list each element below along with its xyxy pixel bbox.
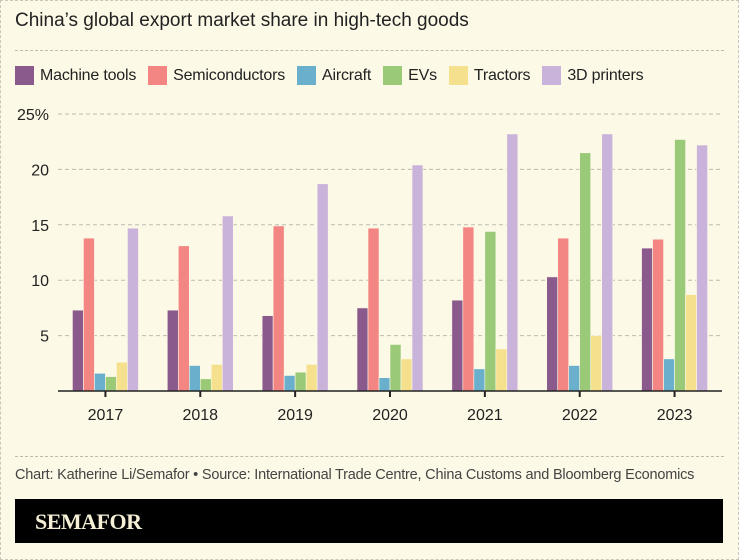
legend: Machine tools Semiconductors Aircraft EV…	[15, 66, 655, 85]
bar-aircraft-2017	[94, 372, 106, 392]
y-tick-label: 5	[40, 329, 49, 346]
bar-semiconductors-2018	[177, 245, 190, 392]
legend-label: Tractors	[473, 66, 531, 84]
bar-aircraft-2022	[568, 365, 581, 392]
legend-label: EVs	[408, 66, 437, 84]
x-tick-label: 2022	[562, 407, 598, 424]
bar-evs-2017	[105, 376, 117, 392]
bar-tractors-2021	[495, 348, 508, 392]
bar-semiconductors-2019	[272, 225, 285, 392]
bar-aircraft-2021	[473, 368, 486, 392]
legend-label: Aircraft	[322, 66, 372, 84]
x-tick-label: 2017	[88, 407, 124, 424]
bar-chart-plot: 5 10 15 20 25% 2017 2018 2019 2020 2021 2022 2023	[17, 107, 722, 424]
bar-machine-tools-2020	[356, 307, 369, 392]
bar-tractors-2018	[210, 364, 223, 392]
x-tick-label: 2018	[182, 407, 218, 424]
y-tick-label: 25%	[17, 107, 49, 124]
bar-aircraft-2018	[188, 365, 201, 392]
bar-tractors-2017	[116, 361, 128, 392]
legend-label: Machine tools	[40, 66, 137, 84]
bar-3d-printers-2017	[127, 227, 139, 392]
bar-tractors-2022	[590, 335, 603, 392]
bar-semiconductors-2017	[83, 237, 95, 392]
title-divider	[15, 50, 724, 51]
bar-machine-tools-2018	[166, 309, 179, 392]
legend-swatch	[542, 66, 562, 85]
chart-credit: Chart: Katherine Li/Semafor • Source: In…	[15, 467, 695, 483]
x-tick-label: 2021	[467, 407, 503, 424]
legend-item-evs: EVs	[383, 66, 437, 85]
bar-aircraft-2019	[283, 375, 296, 392]
brand-bar: SEMAFOR	[15, 499, 723, 543]
bar-evs-2018	[199, 378, 212, 392]
bar-3d-printers-2022	[601, 133, 614, 392]
legend-swatch	[297, 66, 317, 85]
bar-machine-tools-2017	[72, 309, 84, 392]
x-tick-label: 2020	[372, 407, 408, 424]
bar-evs-2020	[389, 344, 402, 392]
legend-label: 3D printers	[567, 66, 644, 84]
y-tick-label: 20	[31, 162, 49, 179]
legend-item-tractors: Tractors	[448, 66, 531, 85]
y-tick-label: 15	[31, 218, 49, 235]
bar-evs-2022	[579, 152, 592, 392]
bar-3d-printers-2018	[221, 215, 234, 392]
legend-item-semiconductors: Semiconductors	[148, 66, 285, 85]
bar-machine-tools-2021	[451, 299, 464, 392]
bar-semiconductors-2023	[652, 238, 664, 392]
bar-tractors-2019	[305, 364, 318, 392]
bar-3d-printers-2020	[411, 164, 424, 392]
bar-machine-tools-2023	[641, 247, 653, 392]
legend-swatch	[148, 66, 168, 85]
legend-label: Semiconductors	[173, 66, 286, 84]
bar-machine-tools-2019	[261, 315, 274, 392]
legend-swatch	[448, 66, 468, 85]
bar-tractors-2020	[400, 358, 413, 392]
legend-swatch	[383, 66, 403, 85]
bar-3d-printers-2023	[696, 144, 708, 392]
legend-item-machine-tools: Machine tools	[15, 66, 136, 85]
footer-divider	[15, 456, 724, 457]
chart-title: China’s global export market share in hi…	[15, 10, 469, 31]
bar-evs-2021	[484, 231, 497, 392]
bar-semiconductors-2021	[462, 226, 475, 392]
bar-aircraft-2020	[378, 377, 391, 392]
bar-3d-printers-2021	[506, 133, 519, 392]
x-tick-label: 2023	[657, 407, 693, 424]
legend-item-3d-printers: 3D printers	[542, 66, 644, 85]
legend-item-aircraft: Aircraft	[297, 66, 371, 85]
x-tick-label: 2019	[277, 407, 313, 424]
bar-semiconductors-2020	[367, 227, 380, 392]
y-tick-label: 10	[31, 273, 49, 290]
semafor-logo: SEMAFOR	[35, 509, 142, 534]
bar-machine-tools-2022	[546, 276, 559, 392]
bar-aircraft-2023	[663, 358, 675, 392]
bar-tractors-2023	[685, 294, 697, 392]
bar-semiconductors-2022	[557, 237, 570, 392]
legend-swatch	[15, 66, 34, 85]
bar-evs-2023	[674, 139, 686, 392]
bar-3d-printers-2019	[316, 183, 329, 392]
bar-evs-2019	[294, 371, 307, 392]
